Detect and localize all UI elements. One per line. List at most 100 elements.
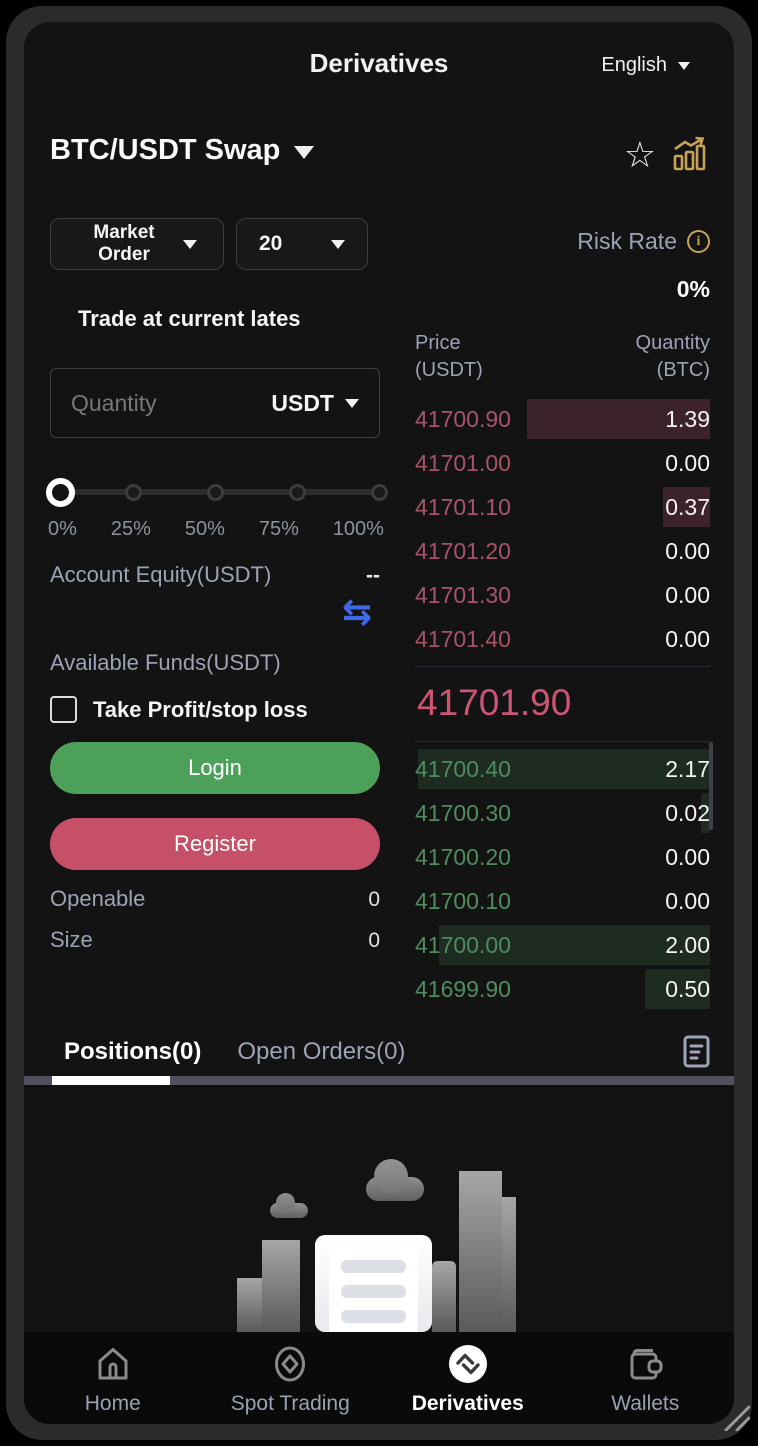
bid-row[interactable]: 41700.00 2.00 [415,923,710,967]
bottom-nav: Home Spot Trading Derivatives [24,1332,734,1424]
bid-price: 41700.20 [415,843,511,870]
ask-row[interactable]: 41701.10 0.37 [415,485,710,529]
order-book: Price (USDT) Quantity (BTC) 41700.90 1.3… [415,330,713,1011]
favorite-star-icon[interactable]: ☆ [623,133,656,175]
quantity-unit-select[interactable]: USDT [271,390,359,417]
bid-price: 41699.90 [415,975,511,1002]
leverage-label: 20 [259,232,283,255]
chevron-down-icon [331,239,345,249]
chevron-down-icon [183,239,197,249]
tab-open-orders[interactable]: Open Orders(0) [237,1037,406,1065]
bid-depth-bar [438,925,710,965]
last-price[interactable]: 41701.90 [417,682,572,723]
ask-qty: 0.37 [665,493,710,520]
nav-spot-trading-label: Spot Trading [230,1391,350,1415]
bid-price: 41700.10 [415,887,511,914]
transfer-icon[interactable]: ⇆ [342,591,373,632]
chevron-down-icon [294,146,315,159]
ask-price: 41701.30 [415,581,511,608]
slider-label-75: 75% [258,518,299,540]
slider-dot-50[interactable] [207,484,224,501]
pair-selector[interactable]: BTC/USDT Swap [50,134,315,167]
ask-price: 41701.20 [415,537,511,564]
tp-sl-label: Take Profit/stop loss [93,696,308,722]
openable-label: Openable [50,886,146,911]
positions-empty-state [24,1085,734,1332]
ask-row[interactable]: 41701.30 0.00 [415,573,710,617]
slider-label-25: 25% [110,518,151,540]
order-history-icon[interactable] [683,1035,710,1068]
slider-label-0: 0% [48,518,77,540]
slider-handle[interactable] [46,478,75,507]
nav-home[interactable]: Home [24,1332,202,1424]
ask-row[interactable]: 41701.40 0.00 [415,617,710,661]
spot-trading-icon [269,1343,311,1385]
bid-price: 41700.00 [415,931,511,958]
language-selector[interactable]: English [601,54,690,77]
document-line [341,1310,406,1323]
tp-sl-checkbox[interactable] [50,696,77,723]
slider-dot-75[interactable] [289,484,306,501]
register-button[interactable]: Register [50,818,380,870]
document-shape [315,1235,432,1332]
ask-row[interactable]: 41701.00 0.00 [415,441,710,485]
bid-row[interactable]: 41700.10 0.00 [415,879,710,923]
quantity-input[interactable]: Quantity USDT [50,368,380,438]
bid-row[interactable]: 41700.20 0.00 [415,835,710,879]
language-label: English [601,54,667,76]
slider-dot-100[interactable] [371,484,388,501]
price-header: Price [415,332,461,354]
amount-slider[interactable] [46,474,388,510]
document-page [329,1248,418,1332]
wallet-icon [624,1343,666,1385]
divider [415,666,710,667]
account-equity-value: -- [366,564,380,587]
orderbook-scrollbar[interactable] [709,742,713,830]
cloud-icon [366,1159,424,1201]
resize-grip-icon[interactable] [722,1403,751,1436]
slider-label-100: 100% [332,518,384,540]
nav-spot-trading[interactable]: Spot Trading [202,1332,380,1424]
ask-qty: 1.39 [665,405,710,432]
nav-wallets[interactable]: Wallets [557,1332,735,1424]
order-type-label: Market Order [93,222,155,265]
cloud-icon [270,1193,308,1218]
ask-row[interactable]: 41700.90 1.39 [415,397,710,441]
openable-value: 0 [368,888,380,911]
ask-row[interactable]: 41701.20 0.00 [415,529,710,573]
quantity-unit-label: USDT [271,389,334,416]
risk-rate-value: 0% [676,276,710,302]
ask-qty: 0.00 [665,581,710,608]
ask-price: 41701.00 [415,449,511,476]
bid-qty: 0.50 [665,975,710,1002]
building-shape [459,1171,502,1332]
nav-home-label: Home [84,1391,141,1415]
info-icon[interactable]: i [687,230,710,253]
slider-dot-25[interactable] [125,484,142,501]
quantity-placeholder: Quantity [71,389,157,416]
bid-qty: 2.00 [665,931,710,958]
ask-price: 41701.10 [415,493,511,520]
bid-row[interactable]: 41699.90 0.50 [415,967,710,1011]
ask-qty: 0.00 [665,449,710,476]
bid-qty: 0.00 [665,843,710,870]
bid-row[interactable]: 41700.30 0.02 [415,791,710,835]
order-type-select[interactable]: Market Order [50,218,224,270]
tab-positions[interactable]: Positions(0) [64,1037,202,1065]
login-button[interactable]: Login [50,742,380,794]
ask-qty: 0.00 [665,625,710,652]
bid-depth-bar [645,969,710,1009]
slider-labels: 0% 25% 50% 75% 100% [48,518,384,541]
pair-name: BTC/USDT Swap [50,134,281,166]
derivatives-icon [447,1343,489,1385]
document-line [341,1285,406,1298]
nav-derivatives[interactable]: Derivatives [379,1332,557,1424]
bid-depth-bar [701,793,710,833]
ask-depth-bar [662,487,710,527]
bid-price: 41700.40 [415,755,511,782]
qty-header: Quantity [635,332,710,354]
bid-row[interactable]: 41700.40 2.17 [415,747,710,791]
qty-header-unit: (BTC) [656,359,710,381]
leverage-select[interactable]: 20 [236,218,368,270]
chart-icon[interactable] [671,136,708,173]
